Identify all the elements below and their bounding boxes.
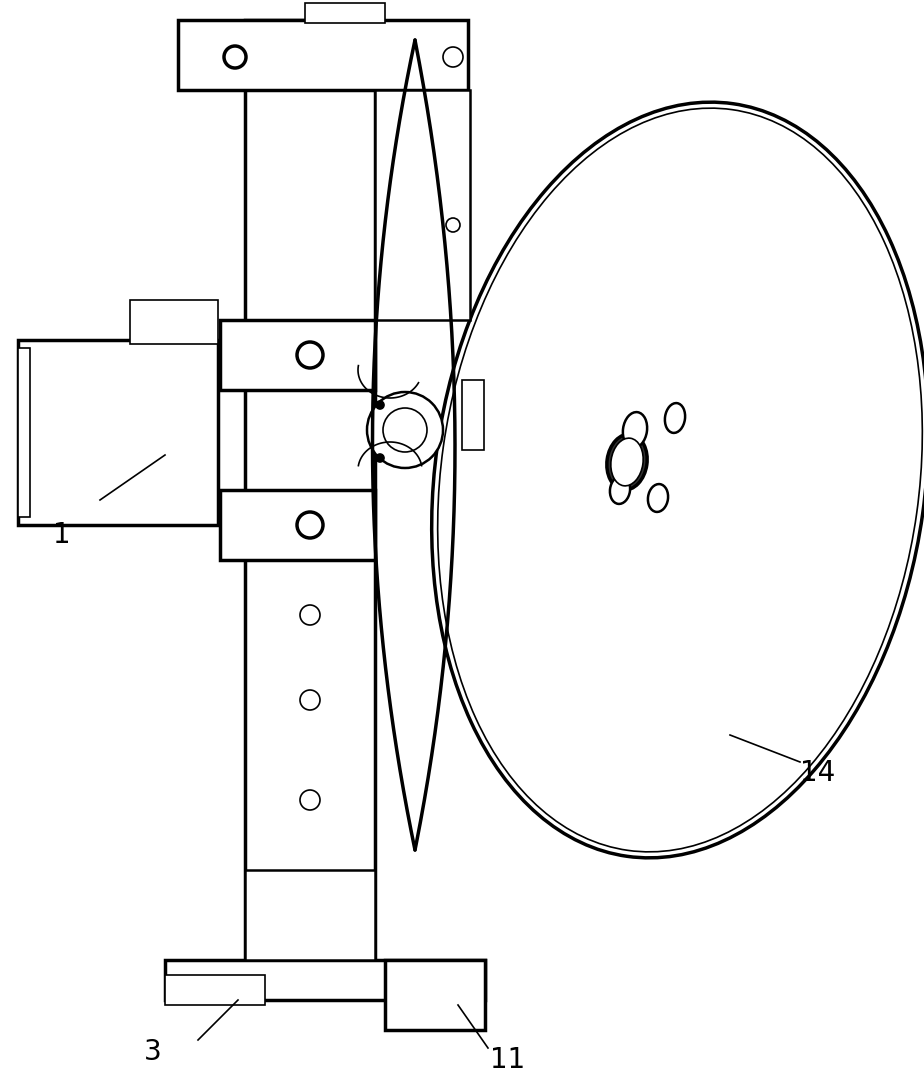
Bar xyxy=(245,870,375,960)
Circle shape xyxy=(376,454,384,462)
Bar xyxy=(18,348,30,517)
Bar xyxy=(130,300,218,344)
Circle shape xyxy=(297,512,323,538)
Circle shape xyxy=(383,408,427,452)
Bar xyxy=(18,340,218,525)
Bar xyxy=(375,90,470,320)
Circle shape xyxy=(376,401,384,409)
Ellipse shape xyxy=(611,438,643,485)
Ellipse shape xyxy=(432,102,924,858)
Text: 11: 11 xyxy=(491,1046,526,1074)
Ellipse shape xyxy=(665,403,685,433)
Text: 1: 1 xyxy=(54,521,71,550)
Circle shape xyxy=(446,218,460,232)
Bar xyxy=(165,960,485,1000)
Bar xyxy=(165,975,265,1005)
Bar xyxy=(385,960,485,1030)
Circle shape xyxy=(367,392,443,468)
Circle shape xyxy=(300,605,320,626)
Bar xyxy=(178,20,468,90)
Bar xyxy=(220,320,375,390)
Ellipse shape xyxy=(607,434,647,490)
Circle shape xyxy=(300,690,320,710)
Circle shape xyxy=(443,47,463,67)
Bar xyxy=(462,380,484,450)
Ellipse shape xyxy=(610,476,630,504)
Bar xyxy=(245,20,375,970)
Circle shape xyxy=(224,46,246,68)
Circle shape xyxy=(300,790,320,810)
Text: 14: 14 xyxy=(800,759,835,787)
Text: 3: 3 xyxy=(144,1038,162,1066)
Bar xyxy=(220,490,375,560)
Bar xyxy=(305,3,385,23)
Ellipse shape xyxy=(623,412,647,447)
Circle shape xyxy=(297,342,323,368)
Ellipse shape xyxy=(648,484,668,512)
